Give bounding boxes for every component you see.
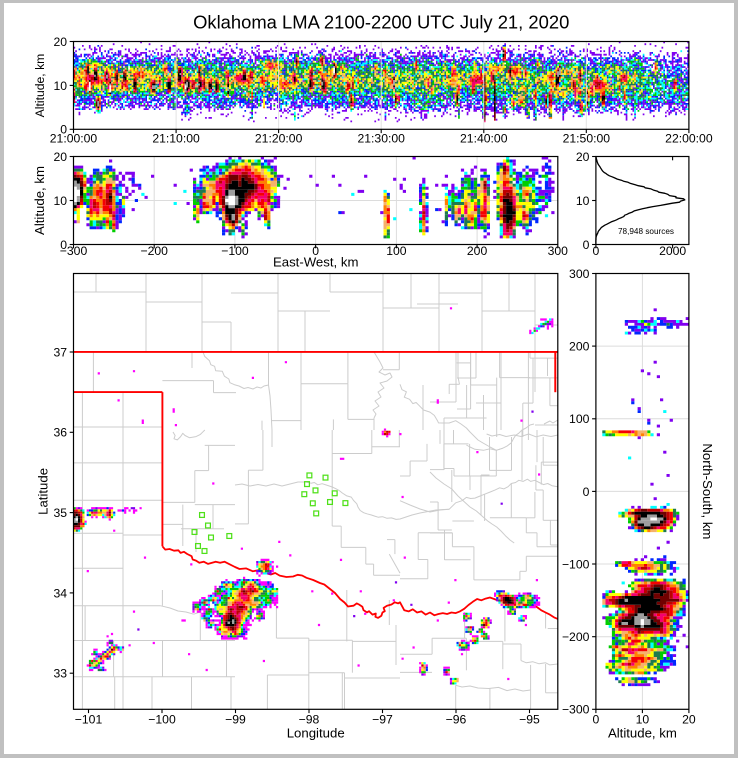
svg-text:Altitude, km: Altitude, km [33,54,47,118]
svg-text:−96: −96 [446,713,467,727]
svg-text:2000: 2000 [659,244,686,258]
svg-text:−100: −100 [148,713,176,727]
svg-text:21:40:00: 21:40:00 [460,131,508,145]
svg-text:−200: −200 [140,244,168,258]
svg-text:21:00:00: 21:00:00 [50,131,98,145]
svg-text:10: 10 [636,713,650,727]
svg-text:10: 10 [53,194,67,208]
svg-text:0: 0 [583,485,590,499]
svg-text:−101: −101 [75,713,103,727]
svg-text:−100: −100 [562,557,590,571]
svg-text:21:30:00: 21:30:00 [357,131,405,145]
svg-text:200: 200 [569,340,590,354]
svg-text:21:50:00: 21:50:00 [563,131,611,145]
svg-text:North-South, km: North-South, km [700,443,715,539]
svg-text:20: 20 [53,150,67,164]
svg-text:10: 10 [53,79,67,93]
svg-text:−97: −97 [372,713,393,727]
svg-text:20: 20 [53,35,67,49]
svg-text:200: 200 [467,244,488,258]
svg-text:Altitude, km: Altitude, km [32,166,47,235]
svg-text:−200: −200 [562,630,590,644]
svg-text:−98: −98 [299,713,320,727]
svg-text:300: 300 [569,267,590,281]
svg-text:Oklahoma LMA 2100-2200 UTC Jul: Oklahoma LMA 2100-2200 UTC July 21, 2020 [193,11,569,32]
svg-text:0: 0 [312,244,319,258]
svg-text:100: 100 [386,244,407,258]
svg-text:Longitude: Longitude [287,726,345,741]
svg-text:300: 300 [548,244,569,258]
svg-text:0: 0 [583,238,590,252]
svg-text:0: 0 [593,713,600,727]
svg-text:Latitude: Latitude [36,468,51,515]
svg-text:34: 34 [53,586,67,600]
svg-text:−300: −300 [60,244,88,258]
svg-text:100: 100 [569,412,590,426]
svg-text:−95: −95 [519,713,540,727]
svg-text:33: 33 [53,667,67,681]
svg-text:−100: −100 [221,244,249,258]
svg-text:36: 36 [53,426,67,440]
svg-text:Altitude, km: Altitude, km [608,726,677,741]
svg-text:10: 10 [576,194,590,208]
svg-text:20: 20 [576,150,590,164]
svg-text:35: 35 [53,506,67,520]
svg-text:21:20:00: 21:20:00 [255,131,303,145]
svg-text:0: 0 [60,123,67,137]
svg-text:−300: −300 [562,703,590,717]
svg-text:East-West, km: East-West, km [273,255,359,270]
svg-text:37: 37 [53,345,67,359]
svg-text:22:00:00: 22:00:00 [665,131,713,145]
svg-text:20: 20 [682,713,696,727]
svg-text:0: 0 [60,238,67,252]
svg-text:0: 0 [593,244,600,258]
svg-text:−99: −99 [225,713,246,727]
svg-text:21:10:00: 21:10:00 [152,131,200,145]
svg-text:78,948 sources: 78,948 sources [618,227,674,236]
